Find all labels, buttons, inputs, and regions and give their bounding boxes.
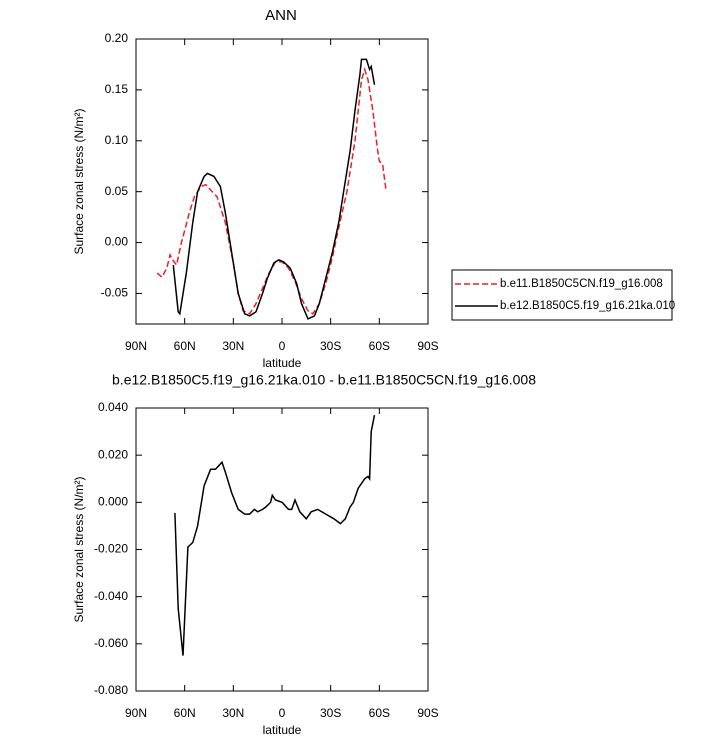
chart-title: ANN bbox=[265, 7, 297, 24]
y-tick-label: 0.040 bbox=[98, 400, 128, 414]
legend-label: b.e12.B1850C5.f19_g16.21ka.010 bbox=[500, 300, 675, 312]
x-tick-label: 90N bbox=[125, 706, 147, 720]
y-tick-label: 0.020 bbox=[98, 447, 128, 461]
y-tick-label: 0.05 bbox=[105, 184, 129, 198]
y-tick-label: -0.080 bbox=[94, 683, 128, 697]
x-tick-label: 60S bbox=[369, 706, 390, 720]
x-tick-label: 60N bbox=[174, 339, 196, 353]
y-tick-label: -0.05 bbox=[101, 286, 129, 300]
y-axis-label: Surface zonal stress (N/m²) bbox=[72, 108, 86, 254]
legend-box bbox=[451, 269, 673, 321]
data-line bbox=[156, 67, 387, 315]
y-tick-label: 0.000 bbox=[98, 495, 128, 509]
legend-label: b.e11.B1850C5CN.f19_g16.008 bbox=[500, 278, 663, 290]
x-tick-label: 90S bbox=[417, 706, 438, 720]
y-tick-label: 0.20 bbox=[105, 31, 129, 45]
x-tick-label: 0 bbox=[279, 706, 286, 720]
x-axis-label: latitude bbox=[263, 356, 302, 370]
y-tick-label: -0.040 bbox=[94, 589, 128, 603]
x-tick-label: 90N bbox=[125, 339, 147, 353]
x-tick-label: 60S bbox=[369, 339, 390, 353]
y-tick-label: -0.060 bbox=[94, 636, 128, 650]
x-tick-label: 90S bbox=[417, 339, 438, 353]
x-tick-label: 30N bbox=[222, 339, 244, 353]
data-line bbox=[172, 58, 376, 320]
x-tick-label: 30S bbox=[320, 706, 341, 720]
x-tick-label: 60N bbox=[174, 706, 196, 720]
y-tick-label: -0.020 bbox=[94, 542, 128, 556]
x-tick-label: 0 bbox=[279, 339, 286, 353]
x-tick-label: 30S bbox=[320, 339, 341, 353]
y-tick-label: 0.15 bbox=[105, 82, 129, 96]
data-line bbox=[174, 414, 376, 656]
chart-title: b.e12.B1850C5.f19_g16.21ka.010 - b.e11.B… bbox=[112, 372, 536, 388]
y-axis-label: Surface zonal stress (N/m²) bbox=[72, 476, 86, 622]
x-tick-label: 30N bbox=[222, 706, 244, 720]
plot-frame bbox=[135, 407, 429, 692]
plot-frame bbox=[135, 38, 429, 325]
x-axis-label: latitude bbox=[263, 723, 302, 737]
y-tick-label: 0.00 bbox=[105, 235, 129, 249]
y-tick-label: 0.10 bbox=[105, 133, 129, 147]
